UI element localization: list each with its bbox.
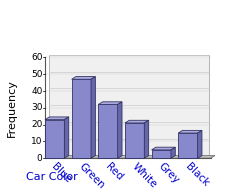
Text: Black: Black	[183, 161, 210, 188]
Text: Grey: Grey	[157, 161, 181, 186]
Polygon shape	[91, 77, 95, 158]
Text: Frequency: Frequency	[7, 79, 17, 137]
Text: 60: 60	[31, 53, 43, 62]
Polygon shape	[49, 55, 209, 156]
Polygon shape	[178, 133, 197, 158]
Polygon shape	[144, 120, 149, 158]
Polygon shape	[45, 156, 215, 158]
Polygon shape	[45, 117, 69, 120]
Polygon shape	[152, 147, 175, 150]
Polygon shape	[125, 123, 144, 158]
Polygon shape	[98, 105, 118, 158]
Text: 50: 50	[31, 70, 43, 79]
Text: 30: 30	[31, 103, 43, 112]
Text: 40: 40	[31, 87, 43, 96]
Text: 20: 20	[31, 120, 43, 129]
Text: Car Color: Car Color	[26, 172, 77, 182]
Polygon shape	[45, 120, 64, 158]
Polygon shape	[171, 147, 175, 158]
Polygon shape	[64, 117, 69, 158]
Text: Red: Red	[103, 161, 124, 182]
Text: 10: 10	[31, 137, 43, 146]
Polygon shape	[98, 102, 122, 105]
Polygon shape	[125, 120, 149, 123]
Polygon shape	[178, 130, 202, 133]
Text: 0: 0	[37, 154, 43, 163]
Polygon shape	[152, 150, 171, 158]
Text: Green: Green	[77, 161, 106, 190]
Polygon shape	[72, 77, 95, 79]
Text: White: White	[130, 161, 159, 190]
Text: Blue: Blue	[50, 161, 74, 184]
Polygon shape	[72, 79, 91, 158]
Polygon shape	[118, 102, 122, 158]
Polygon shape	[197, 130, 202, 158]
